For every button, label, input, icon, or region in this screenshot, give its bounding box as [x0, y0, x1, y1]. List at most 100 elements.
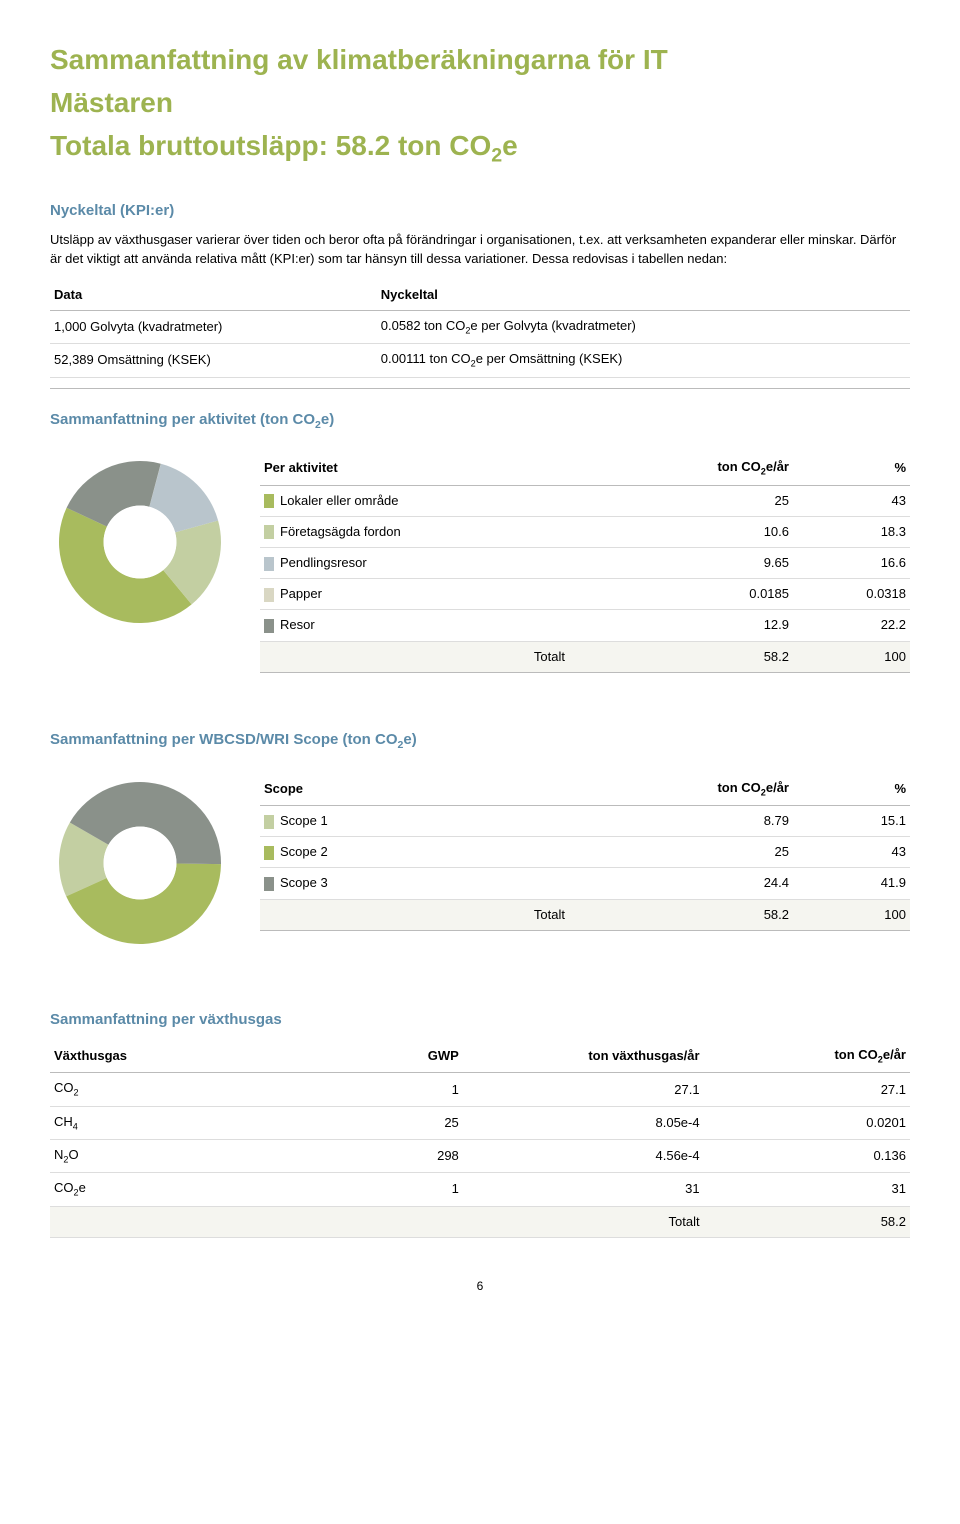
donut-hole: [104, 506, 177, 579]
ghg-heading: Sammanfattning per växthusgas: [50, 1009, 910, 1030]
row-pct: 22.2: [793, 610, 910, 641]
ghg-gas-cell: CH4: [50, 1106, 308, 1139]
ghg-table: Växthusgas GWP ton växthusgas/år ton CO2…: [50, 1040, 910, 1238]
table-row: Papper0.01850.0318: [260, 579, 910, 610]
table-row: 1,000 Golvyta (kvadratmeter)0.0582 ton C…: [50, 310, 910, 343]
color-swatch: [264, 846, 274, 860]
row-value: 25: [585, 837, 793, 868]
ghg-gas-cell: CO2: [50, 1073, 308, 1106]
title-line3-prefix: Totala bruttoutsläpp: 58.2 ton CO: [50, 130, 491, 161]
total-value: 58.2: [585, 641, 793, 672]
row-value: 10.6: [585, 516, 793, 547]
ghg-co2e-cell: 0.0201: [704, 1106, 910, 1139]
ghg-ton-cell: 31: [463, 1173, 704, 1206]
table-row: CO2127.127.1: [50, 1073, 910, 1106]
title-line3-suffix: e: [502, 130, 518, 161]
color-swatch: [264, 877, 274, 891]
row-value: 9.65: [585, 547, 793, 578]
row-label: Papper: [260, 579, 585, 610]
scope-heading-pre: Sammanfattning per WBCSD/WRI Scope (ton …: [50, 731, 398, 748]
scope-col-pct: %: [793, 773, 910, 806]
activity-heading-pre: Sammanfattning per aktivitet (ton CO: [50, 411, 315, 428]
ghg-gwp-cell: 298: [308, 1140, 463, 1173]
subscript-2: 2: [491, 145, 502, 167]
kpi-table: Data Nyckeltal 1,000 Golvyta (kvadratmet…: [50, 280, 910, 378]
ghg-gas-cell: CO2e: [50, 1173, 308, 1206]
kpi-data-cell: 52,389 Omsättning (KSEK): [50, 344, 377, 377]
table-row: CO2e13131: [50, 1173, 910, 1206]
activity-col-value: ton CO2e/år: [585, 452, 793, 485]
table-row: CH4258.05e-40.0201: [50, 1106, 910, 1139]
total-pct: 100: [793, 641, 910, 672]
ghg-gwp-cell: 1: [308, 1073, 463, 1106]
ghg-col-ton: ton växthusgas/år: [463, 1040, 704, 1073]
kpi-col-data: Data: [50, 280, 377, 311]
color-swatch: [264, 619, 274, 633]
ghg-co2e-cell: 0.136: [704, 1140, 910, 1173]
total-row: Totalt58.2: [50, 1206, 910, 1237]
row-label: Scope 3: [260, 868, 585, 899]
scope-col-value: ton CO2e/år: [585, 773, 793, 806]
table-row: Pendlingsresor9.6516.6: [260, 547, 910, 578]
color-swatch: [264, 815, 274, 829]
total-row: Totalt58.2100: [260, 641, 910, 672]
row-label: Scope 2: [260, 837, 585, 868]
activity-donut-chart: [50, 452, 230, 632]
activity-heading-post: e): [321, 411, 334, 428]
color-swatch: [264, 588, 274, 602]
total-pct: 100: [793, 899, 910, 930]
total-label: Totalt: [260, 641, 585, 672]
kpi-col-nyckeltal: Nyckeltal: [377, 280, 910, 311]
table-row: Lokaler eller område2543: [260, 485, 910, 516]
total-row: Totalt58.2100: [260, 899, 910, 930]
row-pct: 41.9: [793, 868, 910, 899]
activity-table: Per aktivitet ton CO2e/år % Lokaler elle…: [260, 452, 910, 672]
activity-col-label: Per aktivitet: [260, 452, 585, 485]
kpi-data-cell: 1,000 Golvyta (kvadratmeter): [50, 310, 377, 343]
color-swatch: [264, 494, 274, 508]
ghg-col-co2e: ton CO2e/år: [704, 1040, 910, 1073]
table-row: Företagsägda fordon10.618.3: [260, 516, 910, 547]
ghg-co2e-cell: 27.1: [704, 1073, 910, 1106]
row-pct: 43: [793, 485, 910, 516]
row-label: Pendlingsresor: [260, 547, 585, 578]
row-pct: 0.0318: [793, 579, 910, 610]
row-label: Lokaler eller område: [260, 485, 585, 516]
row-value: 8.79: [585, 806, 793, 837]
scope-donut-chart: [50, 773, 230, 953]
scope-col-label: Scope: [260, 773, 585, 806]
total-value: 58.2: [585, 899, 793, 930]
ghg-gwp-cell: 25: [308, 1106, 463, 1139]
kpi-value-cell: 0.00111 ton CO2e per Omsättning (KSEK): [377, 344, 910, 377]
row-value: 0.0185: [585, 579, 793, 610]
row-value: 25: [585, 485, 793, 516]
divider: [50, 388, 910, 389]
ghg-ton-cell: 8.05e-4: [463, 1106, 704, 1139]
scope-heading: Sammanfattning per WBCSD/WRI Scope (ton …: [50, 729, 910, 753]
kpi-value-cell: 0.0582 ton CO2e per Golvyta (kvadratmete…: [377, 310, 910, 343]
page-title-line1: Sammanfattning av klimatberäkningarna fö…: [50, 40, 910, 79]
kpi-heading: Nyckeltal (KPI:er): [50, 200, 910, 221]
row-value: 12.9: [585, 610, 793, 641]
table-row: Scope 324.441.9: [260, 868, 910, 899]
table-row: 52,389 Omsättning (KSEK)0.00111 ton CO2e…: [50, 344, 910, 377]
row-value: 24.4: [585, 868, 793, 899]
table-row: Resor12.922.2: [260, 610, 910, 641]
table-row: Scope 18.7915.1: [260, 806, 910, 837]
row-label: Företagsägda fordon: [260, 516, 585, 547]
donut-hole: [104, 826, 177, 899]
row-pct: 15.1: [793, 806, 910, 837]
ghg-ton-cell: 27.1: [463, 1073, 704, 1106]
scope-chart-section: Scope ton CO2e/år % Scope 18.7915.1Scope…: [50, 773, 910, 953]
activity-heading: Sammanfattning per aktivitet (ton CO2e): [50, 409, 910, 433]
color-swatch: [264, 525, 274, 539]
page-number: 6: [50, 1278, 910, 1295]
total-label: Totalt: [260, 899, 585, 930]
table-row: Scope 22543: [260, 837, 910, 868]
activity-chart-section: Per aktivitet ton CO2e/år % Lokaler elle…: [50, 452, 910, 672]
table-row: N2O2984.56e-40.136: [50, 1140, 910, 1173]
row-pct: 16.6: [793, 547, 910, 578]
ghg-col-gwp: GWP: [308, 1040, 463, 1073]
page-title-line3: Totala bruttoutsläpp: 58.2 ton CO2e: [50, 126, 910, 170]
total-value: 58.2: [704, 1206, 910, 1237]
